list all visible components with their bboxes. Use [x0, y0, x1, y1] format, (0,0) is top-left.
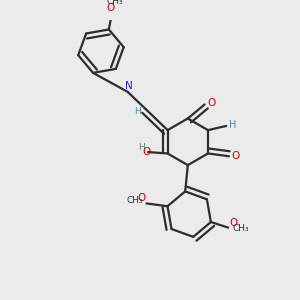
Text: CH₃: CH₃ — [126, 196, 143, 205]
Text: CH₃: CH₃ — [106, 0, 123, 6]
Text: H: H — [139, 142, 145, 152]
Text: H: H — [134, 107, 141, 116]
Text: H: H — [229, 119, 236, 130]
Text: O: O — [208, 98, 216, 108]
Text: O: O — [142, 147, 151, 157]
Text: N: N — [124, 81, 132, 91]
Text: O: O — [137, 193, 146, 203]
Text: O: O — [107, 4, 115, 14]
Text: O: O — [229, 218, 237, 228]
Text: CH₃: CH₃ — [232, 224, 249, 233]
Text: O: O — [232, 151, 240, 161]
